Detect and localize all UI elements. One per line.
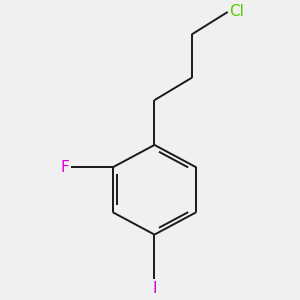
Text: Cl: Cl [229,4,244,20]
Text: F: F [61,160,69,175]
Text: I: I [152,281,157,296]
